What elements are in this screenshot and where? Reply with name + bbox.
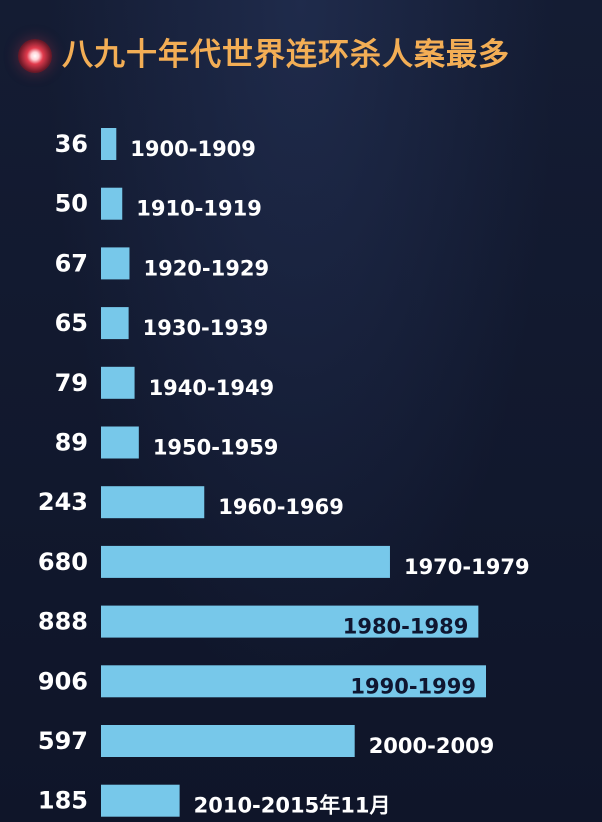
value-label: 888 xyxy=(38,608,88,636)
value-label: 906 xyxy=(38,667,88,695)
bar-1970-1979 xyxy=(101,545,390,578)
value-label: 50 xyxy=(55,190,88,218)
category-label: 1990-1999 xyxy=(350,674,476,698)
bar-1990-1999 xyxy=(101,665,486,698)
category-label: 1950-1959 xyxy=(153,436,279,460)
bar-1960-1969 xyxy=(101,486,205,519)
value-label: 185 xyxy=(38,787,88,815)
category-label: 1920-1929 xyxy=(143,256,269,280)
category-label: 2010-2015年11月 xyxy=(194,794,391,818)
category-label: 2000-2009 xyxy=(369,734,495,758)
red-glow-dot-icon xyxy=(18,39,52,73)
bar-1980-1989 xyxy=(101,605,479,638)
bar-1920-1929 xyxy=(101,247,130,280)
bar-2010-2015年11月 xyxy=(101,784,180,817)
bar-1900-1909 xyxy=(101,128,117,160)
value-label: 79 xyxy=(55,369,88,397)
category-label: 1910-1919 xyxy=(136,197,262,221)
value-label: 89 xyxy=(55,429,88,457)
value-label: 67 xyxy=(55,249,88,277)
category-label: 1960-1969 xyxy=(218,495,344,519)
value-label: 243 xyxy=(38,488,88,516)
value-label: 597 xyxy=(38,727,88,755)
bar-1930-1939 xyxy=(101,307,129,340)
value-label: 65 xyxy=(55,309,88,337)
bar-1910-1919 xyxy=(101,187,123,220)
category-label: 1930-1939 xyxy=(143,316,269,340)
bar-1950-1959 xyxy=(101,426,139,459)
bar-1940-1949 xyxy=(101,366,135,399)
chart-header: 八九十年代世界连环杀人案最多 xyxy=(0,0,602,112)
category-label: 1970-1979 xyxy=(404,555,530,579)
chart-title: 八九十年代世界连环杀人案最多 xyxy=(62,37,510,73)
bar-2000-2009 xyxy=(101,725,355,757)
category-label: 1980-1989 xyxy=(343,615,469,639)
category-label: 1900-1909 xyxy=(130,137,256,161)
value-label: 36 xyxy=(55,130,88,158)
category-label: 1940-1949 xyxy=(149,376,275,400)
value-label: 680 xyxy=(38,548,88,576)
